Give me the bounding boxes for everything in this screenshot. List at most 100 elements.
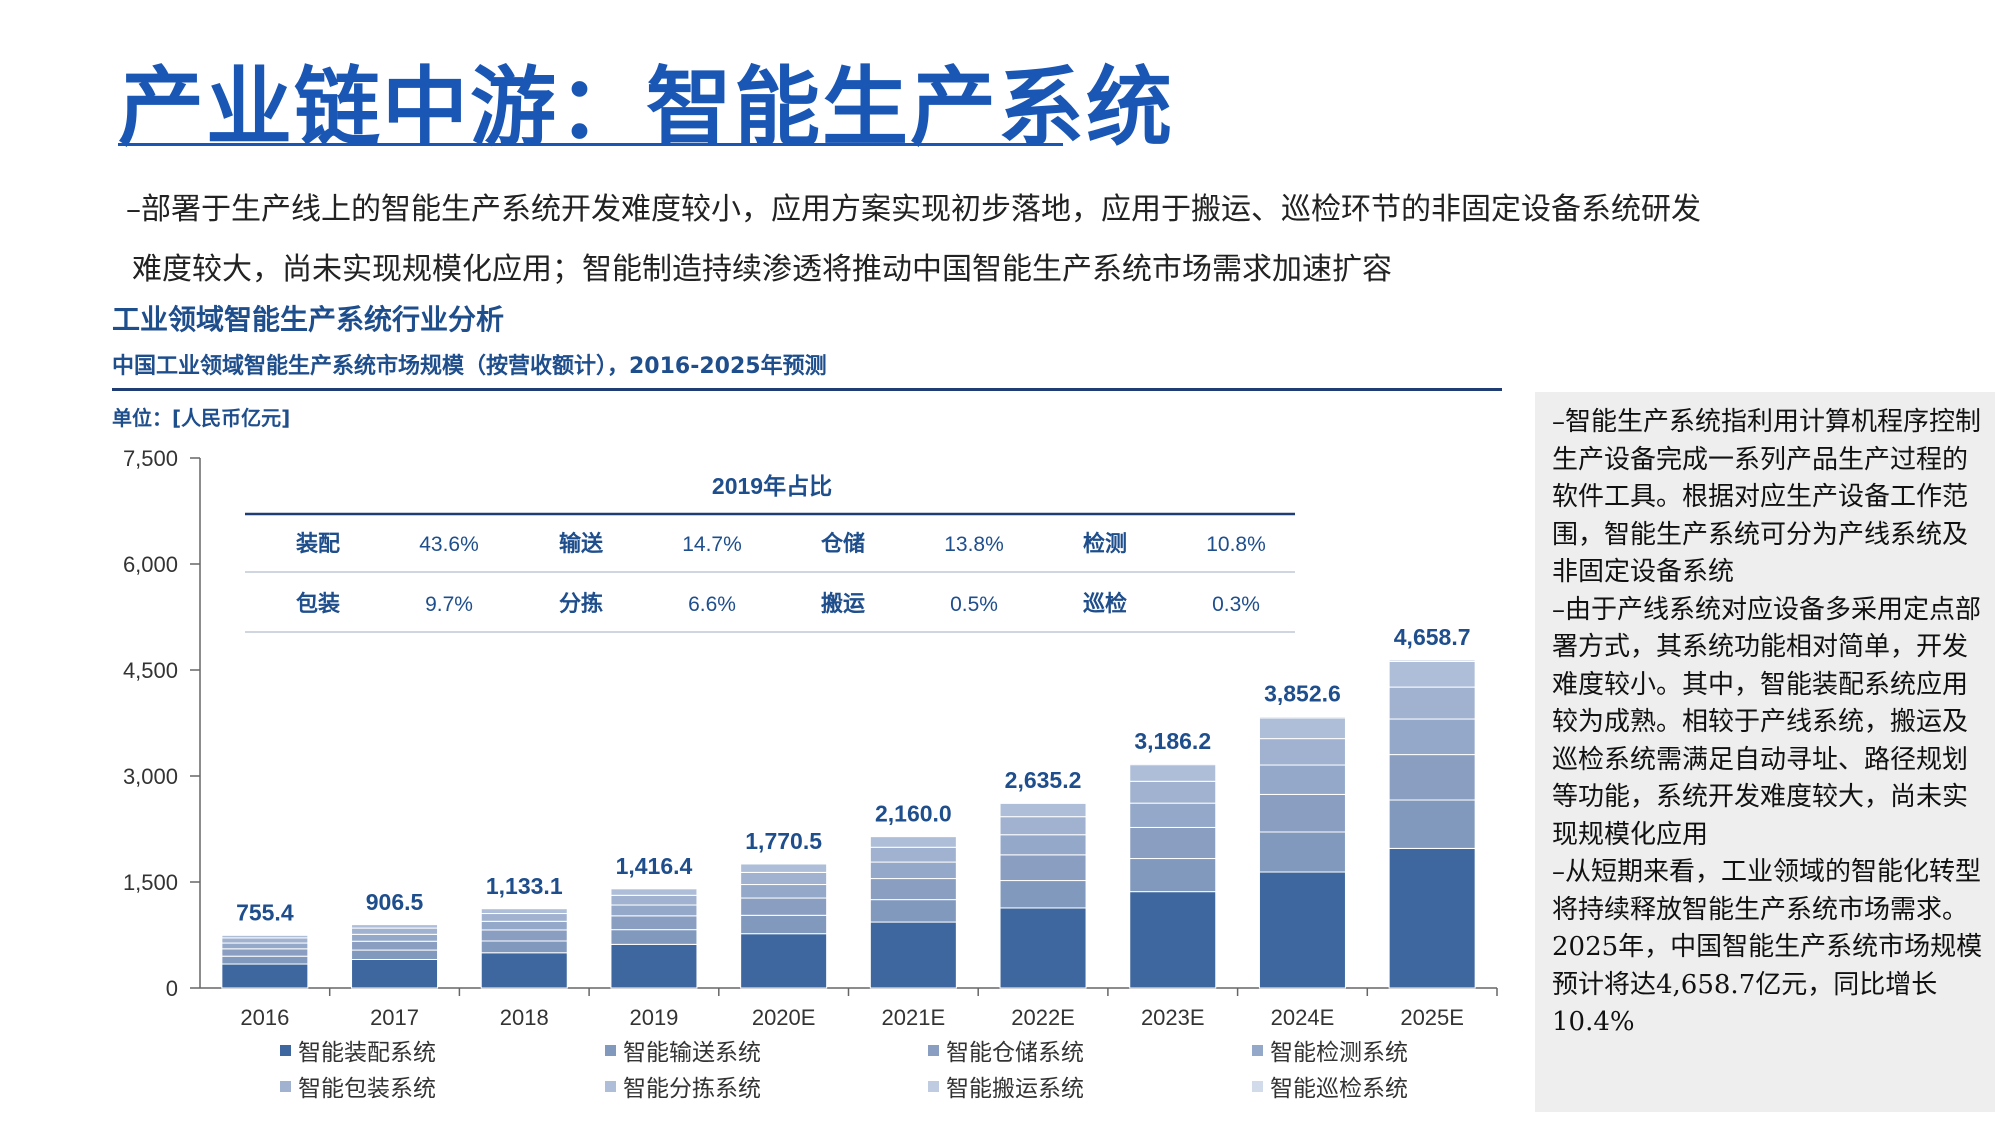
bar-total-label: 2,160.0 <box>875 800 952 826</box>
bar-segment <box>1388 847 1476 989</box>
bar-segment <box>869 846 957 863</box>
intro-line-2: 难度较大，尚未实现规模化应用；智能制造持续渗透将推动中国智能生产系统市场需求加速… <box>132 252 1392 287</box>
bar-segment <box>480 908 568 915</box>
bar-segment <box>221 934 309 936</box>
legend-label: 智能装配系统 <box>298 1039 436 1065</box>
inset-title: 2019年占比 <box>712 473 832 499</box>
legend-label: 智能检测系统 <box>1270 1039 1408 1065</box>
bar-segment <box>610 915 698 931</box>
y-tick-label: 4,500 <box>123 658 178 683</box>
bar-segment <box>480 952 568 989</box>
bar-segment <box>869 835 957 838</box>
bar-total-label: 755.4 <box>236 900 294 926</box>
bar-total-label: 906.5 <box>366 889 424 915</box>
bar-segment <box>999 834 1087 856</box>
bar-total-label: 1,416.4 <box>616 853 693 879</box>
legend-swatch <box>280 1081 291 1092</box>
inset-cell-value: 14.7% <box>682 533 742 556</box>
bar-segment <box>1258 716 1346 719</box>
legend-label: 智能仓储系统 <box>946 1039 1084 1065</box>
bar-segment <box>351 940 439 951</box>
bar-segment <box>351 923 439 925</box>
inset-cell-value: 0.5% <box>950 593 998 616</box>
bar-segment <box>740 933 828 989</box>
bar-total-label: 4,658.7 <box>1394 624 1471 650</box>
bar-segment <box>610 887 698 890</box>
inset-cell-label: 巡检 <box>1083 591 1127 616</box>
bar-segment <box>999 801 1087 804</box>
bar-segment <box>221 937 309 944</box>
x-tick-label: 2022E <box>1011 1005 1075 1030</box>
legend-swatch <box>1252 1045 1263 1056</box>
bar-segment <box>740 897 828 916</box>
bar-total-label: 1,133.1 <box>486 873 563 899</box>
bar-segment <box>351 927 439 935</box>
bar-segment <box>1258 793 1346 833</box>
bar-segment <box>740 862 828 865</box>
bar-segment <box>999 802 1087 818</box>
bar-segment <box>1129 780 1217 804</box>
bar-segment <box>610 943 698 989</box>
inset-cell-label: 装配 <box>296 531 340 556</box>
chart-title-rule <box>112 388 1502 391</box>
bar-segment <box>221 934 309 939</box>
bar-segment <box>221 963 309 989</box>
chart-unit: 单位：[人民币亿元] <box>112 406 291 430</box>
bar-segment <box>480 913 568 922</box>
legend-label: 智能输送系统 <box>623 1039 761 1065</box>
bar-segment <box>740 863 828 873</box>
legend-label: 智能分拣系统 <box>623 1075 761 1101</box>
bar-segment <box>740 914 828 935</box>
bar-segment <box>869 861 957 880</box>
x-tick-label: 2018 <box>500 1005 549 1030</box>
x-tick-label: 2020E <box>752 1005 816 1030</box>
bar-segment <box>221 934 309 936</box>
x-tick-label: 2024E <box>1271 1005 1335 1030</box>
bar-segment <box>1258 717 1346 740</box>
y-tick-label: 7,500 <box>123 446 178 471</box>
bar-segment <box>1388 754 1476 801</box>
bar-total-label: 3,186.2 <box>1134 728 1211 754</box>
bar-segment <box>221 948 309 957</box>
inset-cell-value: 0.3% <box>1212 593 1260 616</box>
bar-segment <box>351 923 439 929</box>
bar-segment <box>999 907 1087 989</box>
inset-cell-label: 检测 <box>1083 531 1127 556</box>
inset-cell-value: 43.6% <box>419 533 479 556</box>
bar-total-label: 2,635.2 <box>1005 767 1082 793</box>
bar-segment <box>610 929 698 945</box>
x-tick-label: 2016 <box>240 1005 289 1030</box>
bar-segment <box>740 871 828 886</box>
bar-segment <box>480 940 568 954</box>
right-panel-para-3: –从短期来看，工业领域的智能化转型将持续释放智能生产系统市场需求。2025年，中… <box>1552 857 1983 1037</box>
right-panel-text: –智能生产系统指利用计算机程序控制生产设备完成一系列产品生产过程的软件工具。根据… <box>1552 404 1992 1042</box>
chart-title: 中国工业领域智能生产系统市场规模（按营收额计），2016-2025年预测 <box>112 354 827 379</box>
right-panel <box>1535 392 1995 1112</box>
bar-total-label: 3,852.6 <box>1264 681 1341 707</box>
x-tick-label: 2017 <box>370 1005 419 1030</box>
x-tick-label: 2019 <box>629 1005 678 1030</box>
bar-segment <box>1258 764 1346 795</box>
title-underline <box>118 143 1063 146</box>
bar-segment <box>610 894 698 906</box>
bar-segment <box>480 907 568 909</box>
legend-label: 智能巡检系统 <box>1270 1075 1408 1101</box>
bar-segment <box>351 933 439 942</box>
legend-label: 智能包装系统 <box>298 1075 436 1101</box>
legend-swatch <box>605 1045 616 1056</box>
bar-segment <box>1388 686 1476 720</box>
x-tick-label: 2021E <box>882 1005 946 1030</box>
bar-segment <box>1258 831 1346 873</box>
bar-segment <box>869 921 957 989</box>
right-panel-para-1: –智能生产系统指利用计算机程序控制生产设备完成一系列产品生产过程的软件工具。根据… <box>1552 407 1982 587</box>
bar-segment <box>1258 871 1346 989</box>
inset-cell-label: 仓储 <box>820 531 865 556</box>
legend-label: 智能搬运系统 <box>946 1075 1084 1101</box>
y-tick-label: 0 <box>166 976 178 1001</box>
bar-segment <box>869 899 957 923</box>
legend-swatch <box>1252 1081 1263 1092</box>
bar-segment <box>610 904 698 917</box>
inset-cell-label: 包装 <box>296 591 340 616</box>
y-tick-label: 6,000 <box>123 552 178 577</box>
bar-segment <box>869 878 957 901</box>
